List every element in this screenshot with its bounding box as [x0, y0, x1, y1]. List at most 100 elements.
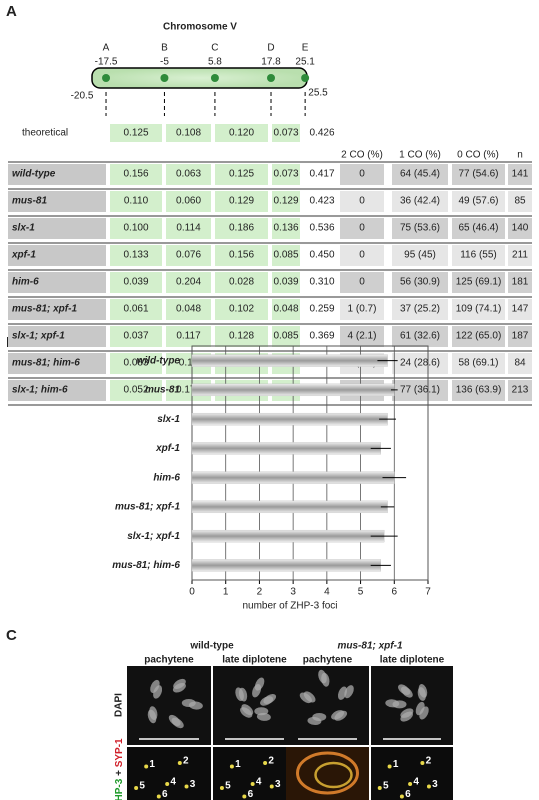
locus-dot — [301, 74, 310, 82]
interval-value: 0.073 — [273, 169, 298, 180]
x-axis-label: number of ZHP-3 foci — [242, 601, 337, 612]
interval-value: 0.125 — [229, 169, 254, 180]
interval-cell — [166, 245, 211, 266]
row-label-part: + — [114, 770, 125, 776]
y-tick-label: him-6 — [153, 472, 180, 483]
co-value: 0 — [359, 277, 365, 288]
interval-value: 0.125 — [123, 128, 148, 139]
micrograph-pair: 1 2 3 4 5 6 — [371, 666, 453, 800]
co-cell — [340, 245, 384, 266]
interval-value: 0.120 — [229, 128, 254, 139]
stage-label: pachytene — [144, 655, 194, 666]
bar — [191, 500, 388, 514]
stage-label: late diplotene — [222, 655, 287, 666]
interval-value: 0.128 — [229, 331, 254, 342]
chromatin — [331, 710, 345, 720]
focus-label: 5 — [139, 781, 145, 792]
interval-cell — [215, 326, 268, 347]
interval-value: 0.204 — [176, 277, 201, 288]
chromatin — [321, 672, 330, 687]
interval-value: 0.073 — [273, 128, 298, 139]
column-header: 0 CO (%) — [457, 150, 499, 161]
co-value: 0 — [359, 223, 365, 234]
interval-cell — [215, 245, 268, 266]
focus-label: 4 — [170, 777, 176, 788]
focus — [387, 764, 392, 769]
chromatin — [401, 686, 413, 698]
interval-value: 0.110 — [124, 196, 149, 207]
co-cell — [508, 272, 532, 293]
interval-value: 0.037 — [123, 331, 148, 342]
interval-cell — [272, 191, 300, 212]
locus-dot — [102, 74, 111, 82]
co-value: 61 (32.6) — [400, 331, 440, 342]
chromatin — [149, 706, 158, 721]
interval-value: 0.173 — [176, 385, 201, 396]
label-cell — [8, 380, 106, 401]
focus-label: 1 — [149, 759, 155, 770]
interval-cell — [272, 124, 300, 142]
co-cell — [452, 299, 505, 320]
genotype: mus-81 — [12, 196, 47, 207]
interval-cell — [110, 299, 162, 320]
co-value: 4 (2.1) — [348, 331, 377, 342]
co-cell — [508, 326, 532, 347]
genotype: xpf-1 — [11, 250, 36, 261]
row-label-part: SYP-1 — [114, 738, 125, 767]
y-tick-label: mus-81 — [145, 385, 180, 396]
chromosome-end: -20.5 — [71, 91, 94, 102]
bar — [191, 559, 381, 572]
co-cell — [508, 164, 532, 185]
focus-label: 3 — [190, 779, 196, 790]
interval-cell — [215, 218, 268, 239]
row-label: ZHP-3 + SYP-1 — [114, 738, 125, 800]
total-value: 0.450 — [309, 250, 334, 261]
chromatin — [303, 691, 316, 703]
interval-cell — [110, 380, 162, 401]
co-value: 64 (45.4) — [400, 169, 440, 180]
co-cell — [340, 191, 384, 212]
co-cell — [392, 164, 448, 185]
co-cell — [508, 218, 532, 239]
interval-cell — [166, 218, 211, 239]
co-cell — [452, 380, 505, 401]
focus-label: 6 — [248, 789, 254, 800]
locus-name: B — [161, 43, 168, 54]
focus — [184, 784, 189, 789]
interval-value: 0.048 — [176, 304, 201, 315]
interval-value: 0.060 — [176, 196, 201, 207]
interval-value: 0.136 — [273, 223, 298, 234]
co-value: 125 (69.1) — [456, 277, 502, 288]
focus — [420, 761, 425, 765]
dapi-image — [371, 666, 453, 745]
panel-label: C — [6, 627, 17, 644]
chromosome-title: Chromosome V — [163, 22, 237, 33]
interval-cell — [272, 299, 300, 320]
co-cell — [452, 218, 505, 239]
total-value: 0.536 — [309, 223, 334, 234]
co-cell — [452, 353, 505, 374]
label-cell — [8, 191, 106, 212]
column-header: 1 CO (%) — [399, 150, 441, 161]
co-value: 24 (28.6) — [400, 358, 440, 369]
genotype: him-6 — [12, 277, 39, 288]
chromatin — [385, 699, 400, 708]
focus — [156, 794, 161, 799]
interval-value: 0.12 — [179, 358, 199, 369]
co-cell — [340, 218, 384, 239]
interval-value: 0.117 — [176, 331, 201, 342]
group-label: wild-type — [189, 641, 234, 652]
co-cell — [340, 326, 384, 347]
interval-value: 0.114 — [176, 223, 201, 234]
interval-value: 0.048 — [273, 304, 298, 315]
locus-position: 25.1 — [295, 57, 315, 68]
interval-cell — [272, 245, 300, 266]
interval-cell — [110, 272, 162, 293]
interval-value: 0.083 — [123, 358, 148, 369]
column-header: 2 CO (%) — [341, 150, 383, 161]
chromatin — [256, 712, 271, 721]
chromatin — [150, 679, 160, 694]
co-value: 122 (65.0) — [456, 331, 502, 342]
genotype: mus-81; xpf-1 — [12, 304, 77, 315]
interval-value: 0.133 — [123, 250, 148, 261]
